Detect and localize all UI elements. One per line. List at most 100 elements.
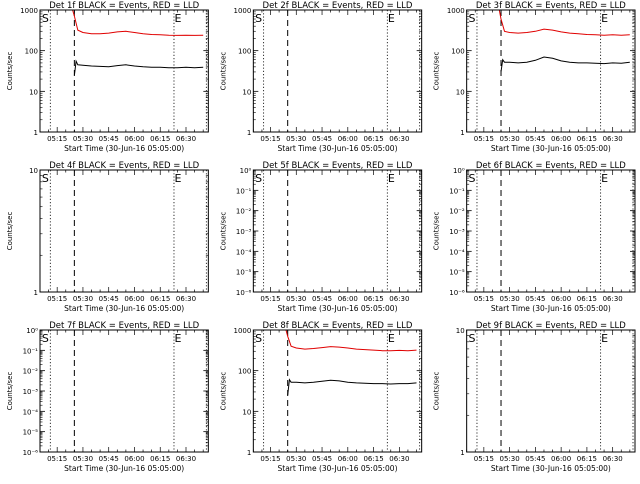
plot-frame <box>252 169 423 293</box>
x-tick-label: 06:00 <box>338 295 358 303</box>
x-axis-label: Start Time (30-Jun-16 05:05:00) <box>491 144 611 153</box>
y-tick-label: 10⁻² <box>23 368 39 376</box>
y-tick-label: 10⁻⁵ <box>23 429 39 437</box>
y-tick-label: 10⁻³ <box>23 388 39 396</box>
end-marker-label: E <box>388 332 395 345</box>
x-tick-label: 06:00 <box>551 135 571 143</box>
x-axis-label: Start Time (30-Jun-16 05:05:00) <box>278 304 398 313</box>
x-tick-label: 06:30 <box>603 295 623 303</box>
y-tick-label: 1000 <box>447 7 465 15</box>
x-tick-label: 06:15 <box>577 135 597 143</box>
y-axis-label: Counts/sec <box>6 372 14 411</box>
x-tick-label: 06:30 <box>389 295 409 303</box>
y-tick-label: 10⁻⁶ <box>23 449 39 457</box>
plot-frame <box>252 329 423 453</box>
y-tick-label: 10⁰ <box>26 327 38 335</box>
x-tick-label: 06:15 <box>150 295 170 303</box>
detector-panel-5: Det 5f BLACK = Events, RED = LLD 10⁻⁶ 10⁻⁵… <box>219 161 423 313</box>
detector-panel-8: Det 8f BLACK = Events, RED = LLD 1 10 100 10… <box>219 321 423 473</box>
x-tick-label: 06:15 <box>363 135 383 143</box>
y-axis-label: Counts/sec <box>6 212 14 251</box>
x-tick-label: 05:30 <box>73 295 93 303</box>
x-tick-label: 06:00 <box>551 455 571 463</box>
lld-series-line <box>285 330 417 352</box>
x-tick-label: 06:00 <box>338 455 358 463</box>
y-tick-label: 10⁻³ <box>449 228 465 236</box>
y-tick-label: 1 <box>460 449 464 457</box>
x-axis-label: Start Time (30-Jun-16 05:05:00) <box>491 464 611 473</box>
x-tick-label: 05:15 <box>47 295 67 303</box>
y-axis-label: Counts/sec <box>219 52 227 91</box>
y-tick-label: 10 <box>29 88 38 96</box>
x-tick-label: 05:30 <box>500 455 520 463</box>
y-tick-label: 10 <box>456 88 465 96</box>
y-tick-label: 10 <box>456 327 465 335</box>
x-tick-label: 05:45 <box>99 455 119 463</box>
x-tick-label: 05:45 <box>99 295 119 303</box>
x-axis-label: Start Time (30-Jun-16 05:05:00) <box>64 464 184 473</box>
panel-title: Det 5f BLACK = Events, RED = LLD <box>263 161 413 171</box>
x-axis-label: Start Time (30-Jun-16 05:05:00) <box>64 144 184 153</box>
x-tick-label: 05:30 <box>500 295 520 303</box>
detector-panel-3: Det 3f BLACK = Events, RED = LLD 1 10 100 10… <box>433 1 636 153</box>
y-tick-label: 1000 <box>234 327 252 335</box>
y-tick-label: 1000 <box>234 7 252 15</box>
x-tick-label: 06:15 <box>577 295 597 303</box>
x-tick-label: 05:30 <box>73 135 93 143</box>
x-tick-label: 05:15 <box>47 135 67 143</box>
panel-title: Det 2f BLACK = Events, RED = LLD <box>263 1 413 11</box>
x-tick-label: 05:45 <box>312 135 332 143</box>
start-marker-label: S <box>42 12 49 25</box>
y-tick-label: 10⁻⁴ <box>23 408 39 416</box>
y-tick-label: 10⁻¹ <box>23 347 39 355</box>
events-series-line <box>287 378 417 396</box>
y-tick-label: 10⁻⁵ <box>449 269 465 277</box>
y-tick-label: 10⁻⁴ <box>236 248 252 256</box>
events-series-line <box>73 59 204 76</box>
x-tick-label: 05:15 <box>260 295 280 303</box>
end-marker-label: E <box>175 12 182 25</box>
panel-title: Det 7f BLACK = Events, RED = LLD <box>49 321 199 331</box>
x-tick-label: 05:45 <box>525 135 545 143</box>
plot-frame <box>252 9 423 133</box>
y-tick-label: 10⁻¹ <box>449 187 465 195</box>
x-tick-label: 05:30 <box>73 455 93 463</box>
x-tick-label: 06:30 <box>176 135 196 143</box>
x-tick-label: 05:15 <box>474 455 494 463</box>
x-tick-label: 05:30 <box>500 135 520 143</box>
y-tick-label: 100 <box>25 48 38 56</box>
detector-panel-4: Det 4f BLACK = Events, RED = LLD 1 10 05:15… <box>6 161 209 313</box>
detector-panel-7: Det 7f BLACK = Events, RED = LLD 10⁻⁶ 10⁻⁵… <box>6 321 209 473</box>
y-tick-label: 100 <box>238 368 251 376</box>
y-tick-label: 10⁻³ <box>236 228 252 236</box>
x-tick-label: 05:30 <box>286 295 306 303</box>
start-marker-label: S <box>255 172 262 185</box>
y-axis-label: Counts/sec <box>6 52 14 91</box>
y-tick-label: 10⁻⁶ <box>236 289 252 297</box>
y-tick-label: 10⁻⁵ <box>236 269 252 277</box>
start-marker-label: S <box>255 332 262 345</box>
detector-panel-2: Det 2f BLACK = Events, RED = LLD 1 10 100 10… <box>219 1 423 153</box>
start-marker-label: S <box>468 12 475 25</box>
x-tick-label: 06:00 <box>124 455 144 463</box>
x-tick-label: 06:15 <box>363 295 383 303</box>
x-tick-label: 06:00 <box>124 295 144 303</box>
end-marker-label: E <box>388 12 395 25</box>
start-marker-label: S <box>255 12 262 25</box>
x-tick-label: 06:15 <box>150 135 170 143</box>
end-marker-label: E <box>388 172 395 185</box>
x-tick-label: 06:00 <box>551 295 571 303</box>
plot-frame <box>466 169 636 293</box>
start-marker-label: S <box>468 332 475 345</box>
panel-title: Det 8f BLACK = Events, RED = LLD <box>263 321 413 331</box>
y-tick-label: 100 <box>451 48 464 56</box>
plot-frame <box>39 169 209 293</box>
y-tick-label: 100 <box>238 48 251 56</box>
x-tick-label: 06:30 <box>389 455 409 463</box>
y-tick-label: 10⁰ <box>240 167 252 175</box>
x-tick-label: 05:15 <box>47 455 67 463</box>
x-axis-label: Start Time (30-Jun-16 05:05:00) <box>64 304 184 313</box>
y-tick-label: 10⁻² <box>236 208 252 216</box>
x-axis-label: Start Time (30-Jun-16 05:05:00) <box>278 144 398 153</box>
